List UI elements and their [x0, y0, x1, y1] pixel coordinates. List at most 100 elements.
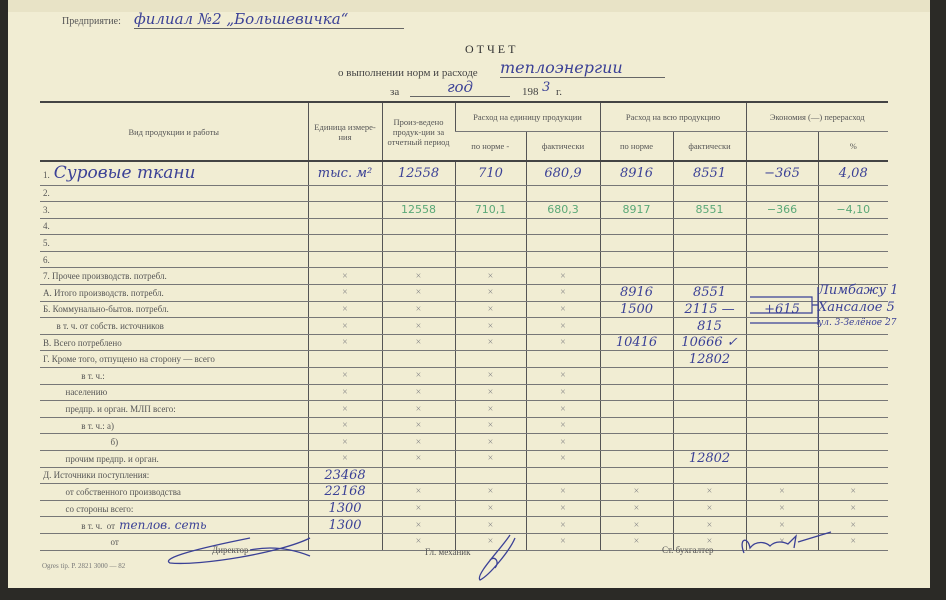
row-label: со стороны всего:: [40, 500, 308, 518]
col-total-header: Расход на всю продукцию: [599, 101, 746, 132]
row-label-text: Г. Кроме того, отпущено на сторону — все…: [43, 354, 215, 365]
cross-mark: ×: [454, 500, 526, 518]
table-row: в т. ч.: × × × ×: [40, 367, 888, 385]
table-cell: [307, 350, 382, 369]
col-fact-header: фактически: [525, 131, 600, 162]
cross-mark: ×: [454, 284, 526, 302]
table-row: от собственного производства 22168 × × × × × × ×: [40, 483, 888, 501]
mechanic-label: Гл. механик: [425, 547, 471, 557]
director-label: Директор: [212, 545, 249, 555]
table-cell: [817, 251, 888, 269]
table-cell: 22168: [307, 483, 382, 501]
table-row: 4.: [40, 218, 888, 236]
enterprise-label: Предприятие:: [62, 16, 121, 27]
row-label-text: населению: [43, 387, 108, 398]
table-cell: 12802: [672, 350, 746, 369]
table-cell: [817, 218, 888, 236]
row-label-text: 7. Прочее производств. потребл.: [43, 271, 167, 282]
col-norm-header: по норме -: [455, 131, 526, 162]
cross-mark: ×: [599, 516, 673, 534]
table-cell: [745, 334, 818, 352]
cross-mark: ×: [381, 267, 455, 286]
col-economy-header: Экономия (—) перерасход: [745, 101, 888, 132]
cross-mark: ×: [525, 500, 600, 518]
table-cell: [599, 350, 673, 369]
col-name-header: Вид продукции и работы: [40, 101, 308, 162]
cross-mark: ×: [672, 516, 746, 534]
table-cell: [599, 467, 673, 485]
director-signature: [167, 537, 311, 565]
row-label: предпр. и орган. МЛП всего:: [40, 400, 308, 418]
report-table: Вид продукции и работы Единица измере-ни…: [40, 101, 888, 551]
table-cell: [745, 384, 818, 402]
col-per-unit-header: Расход на единицу продукции: [454, 101, 600, 132]
report-subtitle: о выполнении норм и расходе: [338, 67, 478, 79]
cross-mark: ×: [307, 400, 382, 418]
resource-value: теплоэнергии: [500, 58, 665, 78]
table-cell: [599, 417, 673, 435]
row-label: 2.: [40, 185, 308, 203]
cross-mark: ×: [381, 483, 455, 501]
row-label: Д. Источники поступления:: [40, 467, 308, 485]
table-cell: [599, 317, 673, 335]
table-cell: [745, 450, 818, 468]
table-cell: [672, 267, 746, 286]
row-label: от собственного производства: [40, 483, 308, 501]
table-cell: [672, 433, 746, 451]
table-row: В. Всего потреблено × × × × 10416 10666 ✓: [40, 334, 888, 352]
cross-mark: ×: [817, 500, 888, 518]
table-cell: [745, 417, 818, 435]
table-cell: [307, 185, 382, 203]
row-label-text: со стороны всего:: [43, 503, 134, 514]
table-cell: [599, 185, 673, 203]
cross-mark: ×: [454, 417, 526, 435]
row-label-text: б): [43, 437, 119, 448]
cross-mark: ×: [525, 384, 600, 402]
table-cell: [817, 384, 888, 402]
table-cell: [745, 350, 818, 369]
table-cell: [599, 450, 673, 468]
row-label: 1. Суровые ткани: [40, 161, 308, 186]
row-label-text: 1.: [43, 170, 50, 181]
cross-mark: ×: [745, 483, 818, 501]
table-cell: −366: [745, 201, 818, 219]
cross-mark: ×: [454, 334, 526, 352]
table-cell: [381, 234, 455, 252]
col-econ-abs-header: [745, 131, 818, 162]
table-cell: [454, 251, 526, 269]
table-cell: 12802: [672, 450, 746, 468]
table-cell: [381, 350, 455, 369]
row-label-text: 6.: [43, 254, 50, 265]
cross-mark: ×: [381, 400, 455, 418]
table-cell: [307, 234, 382, 252]
table-cell: 8551: [672, 284, 746, 302]
cross-mark: ×: [454, 516, 526, 534]
cross-mark: ×: [381, 433, 455, 451]
year-digit: 3: [542, 80, 551, 95]
cross-mark: ×: [307, 284, 382, 302]
table-cell: [817, 350, 888, 369]
table-cell: 680,9: [525, 161, 600, 186]
table-cell: [672, 234, 746, 252]
cross-mark: ×: [307, 267, 382, 286]
period-value: год: [410, 78, 510, 97]
cross-mark: ×: [307, 334, 382, 352]
cross-mark: ×: [381, 500, 455, 518]
table-row: в т. ч. от теплов. сеть 1300 × × × × × × ×: [40, 516, 888, 534]
row-label-text: предпр. и орган. МЛП всего:: [43, 404, 176, 415]
row-label-text: от: [43, 536, 119, 547]
cross-mark: ×: [454, 384, 526, 402]
table-cell: [381, 218, 455, 236]
table-cell: [525, 467, 600, 485]
row-label: в т. ч. от собств. источников: [40, 317, 308, 335]
cross-mark: ×: [525, 417, 600, 435]
cross-mark: ×: [381, 284, 455, 302]
cross-mark: ×: [599, 500, 673, 518]
cross-mark: ×: [454, 483, 526, 501]
table-cell: 1500: [599, 301, 673, 319]
cross-mark: ×: [525, 334, 600, 352]
table-cell: [454, 185, 526, 203]
table-cell: [672, 384, 746, 402]
row-handwritten-label: теплов. сеть: [119, 518, 207, 533]
table-cell: [599, 384, 673, 402]
